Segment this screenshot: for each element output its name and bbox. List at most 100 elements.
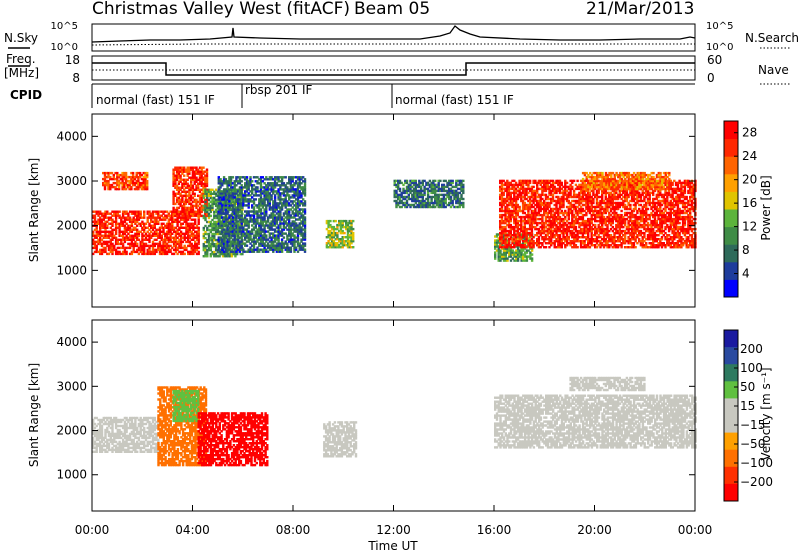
power-cell: [277, 214, 280, 217]
power-cell: [272, 178, 275, 181]
power-cell: [303, 222, 307, 225]
power-cell: [273, 208, 277, 211]
power-cell: [200, 196, 203, 200]
power-cell: [174, 236, 178, 239]
power-cell: [233, 224, 236, 227]
power-cell: [125, 222, 128, 225]
power-cell: [111, 214, 114, 217]
power-cell: [118, 214, 121, 217]
power-cell: [266, 224, 270, 227]
power-cell: [338, 240, 341, 243]
power-cell: [288, 248, 291, 251]
power-cell: [204, 246, 207, 250]
power-cell: [261, 202, 264, 205]
power-cell: [190, 178, 193, 181]
power-cell: [295, 198, 298, 201]
power-cell: [499, 215, 502, 219]
power-cell: [506, 236, 509, 239]
power-cell: [197, 220, 200, 223]
power-cell: [537, 242, 541, 245]
power-cell: [231, 182, 235, 185]
power-cell: [520, 251, 523, 254]
power-cell: [238, 226, 242, 229]
power-cell: [265, 178, 268, 181]
power-cell: [530, 246, 534, 249]
power-cell: [327, 240, 330, 243]
power-cell: [277, 176, 280, 179]
power-cell: [400, 201, 403, 205]
power-cell: [555, 219, 558, 223]
power-data-cells: [92, 166, 697, 262]
power-cell: [516, 189, 519, 193]
power-cell: [343, 219, 346, 223]
power-cell: [514, 205, 518, 209]
power-cell: [194, 240, 197, 244]
power-cell: [397, 187, 400, 191]
power-cell: [172, 242, 176, 246]
power-cell: [256, 186, 259, 189]
power-cell: [500, 238, 504, 241]
power-cell: [557, 227, 560, 231]
power-cell: [543, 183, 546, 187]
power-cell: [195, 242, 199, 246]
power-cell: [432, 205, 435, 209]
power-cell: [275, 226, 279, 229]
power-cell: [113, 246, 116, 250]
power-cell: [195, 246, 199, 250]
power-cell: [214, 228, 218, 232]
power-cell: [172, 220, 176, 223]
power-cell: [499, 207, 502, 211]
power-cell: [195, 168, 198, 171]
power-cell: [130, 224, 134, 227]
power-cell: [194, 222, 197, 225]
power-cell: [130, 236, 134, 239]
power-cell: [302, 210, 305, 213]
power-cell: [214, 192, 218, 195]
power-cell: [462, 185, 465, 189]
power-cell: [252, 206, 256, 209]
power-cell: [121, 234, 125, 237]
power-cell: [548, 211, 551, 215]
power-cell: [213, 190, 216, 193]
power-cell: [532, 213, 535, 217]
power-cell: [346, 240, 350, 243]
power-cell: [130, 171, 133, 175]
power-cell: [202, 226, 205, 230]
power-cell: [339, 242, 343, 245]
power-cell: [124, 177, 128, 181]
power-cell: [219, 208, 222, 211]
power-cell: [128, 228, 132, 231]
power-cell: [249, 184, 252, 187]
power-cell: [132, 236, 135, 239]
power-cell: [557, 217, 560, 221]
power-cell: [102, 222, 105, 225]
power-cell: [190, 204, 193, 208]
power-cell: [520, 236, 523, 239]
power-cell: [509, 234, 512, 237]
power-cell: [261, 204, 264, 207]
power-cell: [550, 209, 553, 213]
power-cell: [261, 244, 264, 247]
power-cell: [329, 238, 332, 241]
power-cell: [128, 179, 131, 183]
power-cell: [137, 179, 140, 183]
power-cell: [341, 219, 344, 223]
power-cell: [240, 216, 243, 219]
power-cell: [536, 195, 539, 199]
power-cell: [421, 183, 424, 187]
power-cell: [280, 204, 284, 207]
power-cell: [197, 212, 200, 215]
power-cell: [164, 224, 167, 227]
power-cell: [298, 246, 301, 249]
power-cell: [300, 244, 303, 247]
frequency-tick-bottom: 8: [72, 71, 80, 85]
frequency-label-line1: Freq.: [6, 52, 36, 66]
power-cell: [258, 238, 261, 241]
power-cell: [219, 220, 222, 223]
power-cell: [191, 172, 195, 175]
power-cell: [532, 201, 535, 205]
power-cell: [229, 178, 233, 181]
power-cell: [169, 216, 172, 219]
power-cell: [343, 240, 346, 243]
